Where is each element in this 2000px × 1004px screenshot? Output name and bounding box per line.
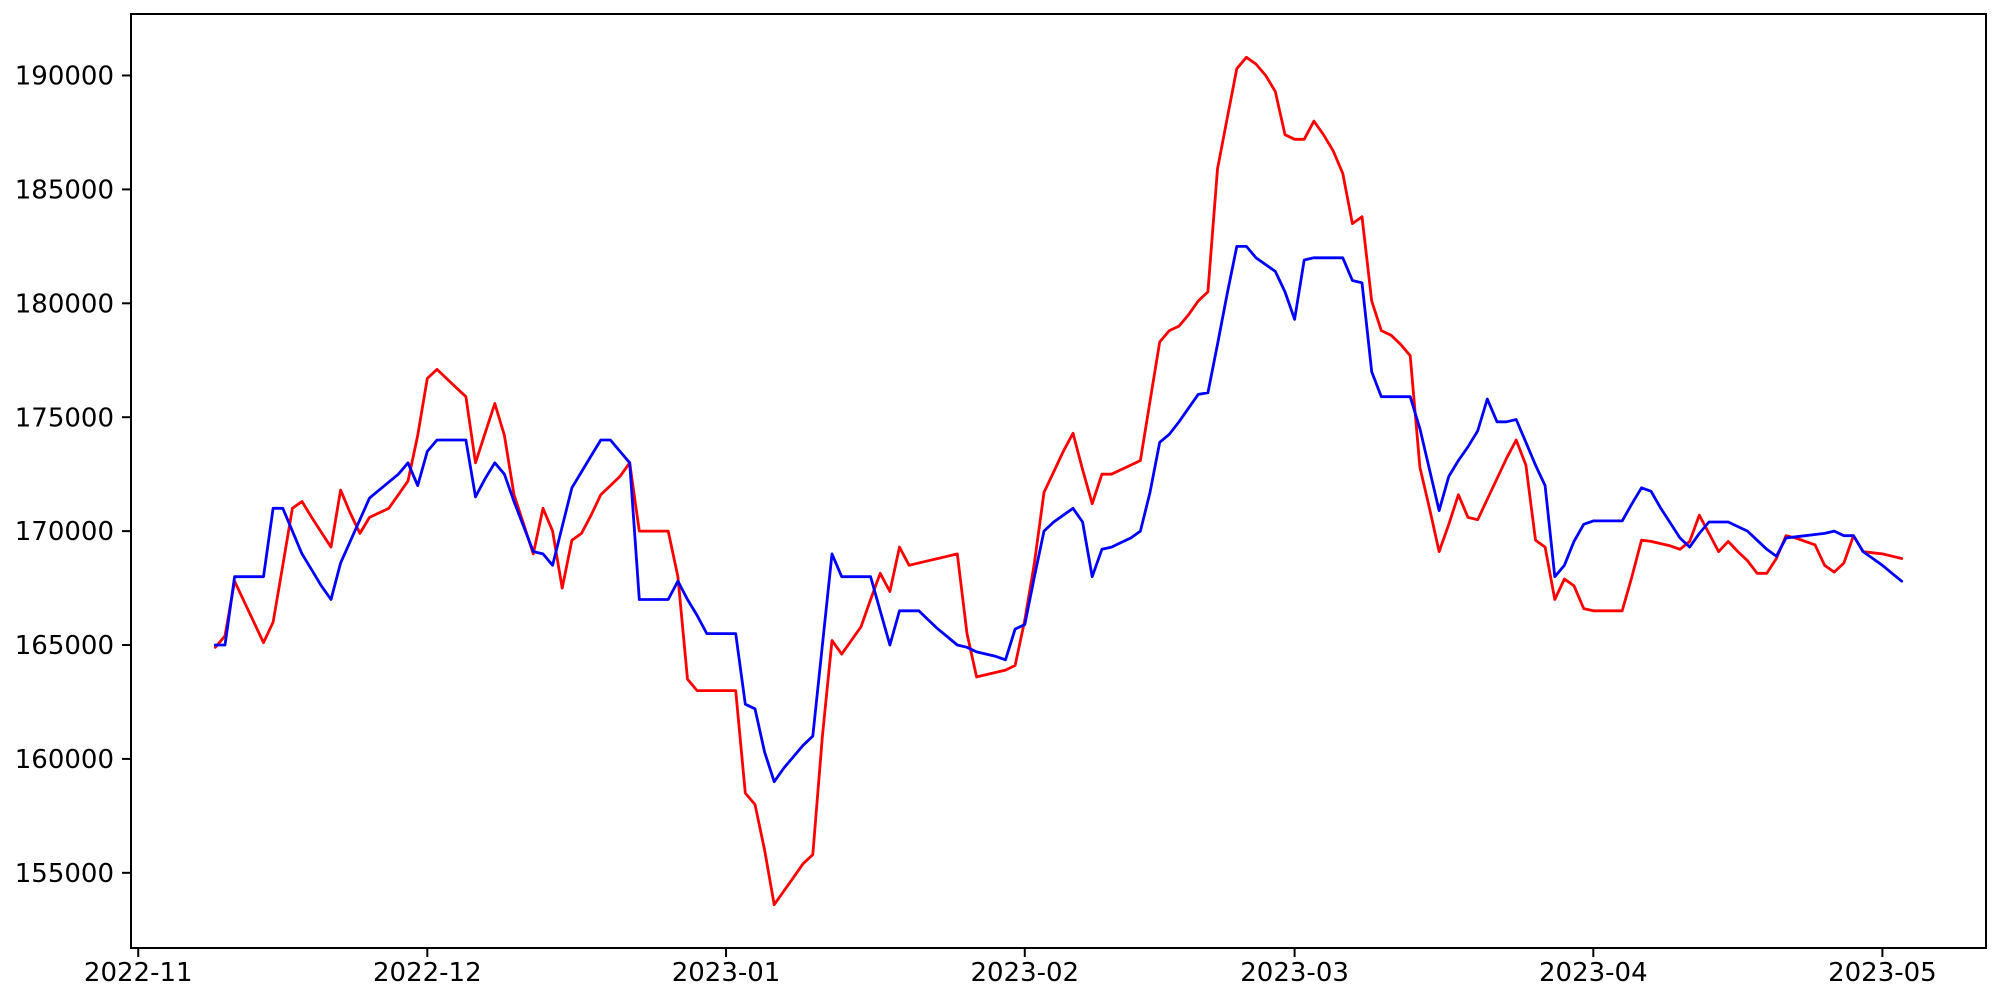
- x-tick-label: 2022-12: [373, 958, 482, 988]
- x-tick-label: 2023-03: [1240, 958, 1349, 988]
- y-tick-label: 185000: [15, 176, 114, 206]
- plot-border: [130, 13, 1987, 949]
- y-tick-label: 170000: [15, 517, 114, 547]
- series-red: [213, 55, 1904, 907]
- y-tick-label: 175000: [15, 403, 114, 433]
- series-blue: [213, 244, 1904, 784]
- x-tick-label: 2023-05: [1828, 958, 1937, 988]
- y-tick-label: 155000: [15, 859, 114, 889]
- x-tick-label: 2023-04: [1539, 958, 1648, 988]
- y-tick-label: 160000: [15, 745, 114, 775]
- x-tick-label: 2023-02: [970, 958, 1079, 988]
- y-tick-label: 180000: [15, 289, 114, 319]
- y-tick-label: 190000: [15, 62, 114, 92]
- x-tick-label: 2022-11: [84, 958, 193, 988]
- y-tick-label: 165000: [15, 631, 114, 661]
- x-tick-label: 2023-01: [672, 958, 781, 988]
